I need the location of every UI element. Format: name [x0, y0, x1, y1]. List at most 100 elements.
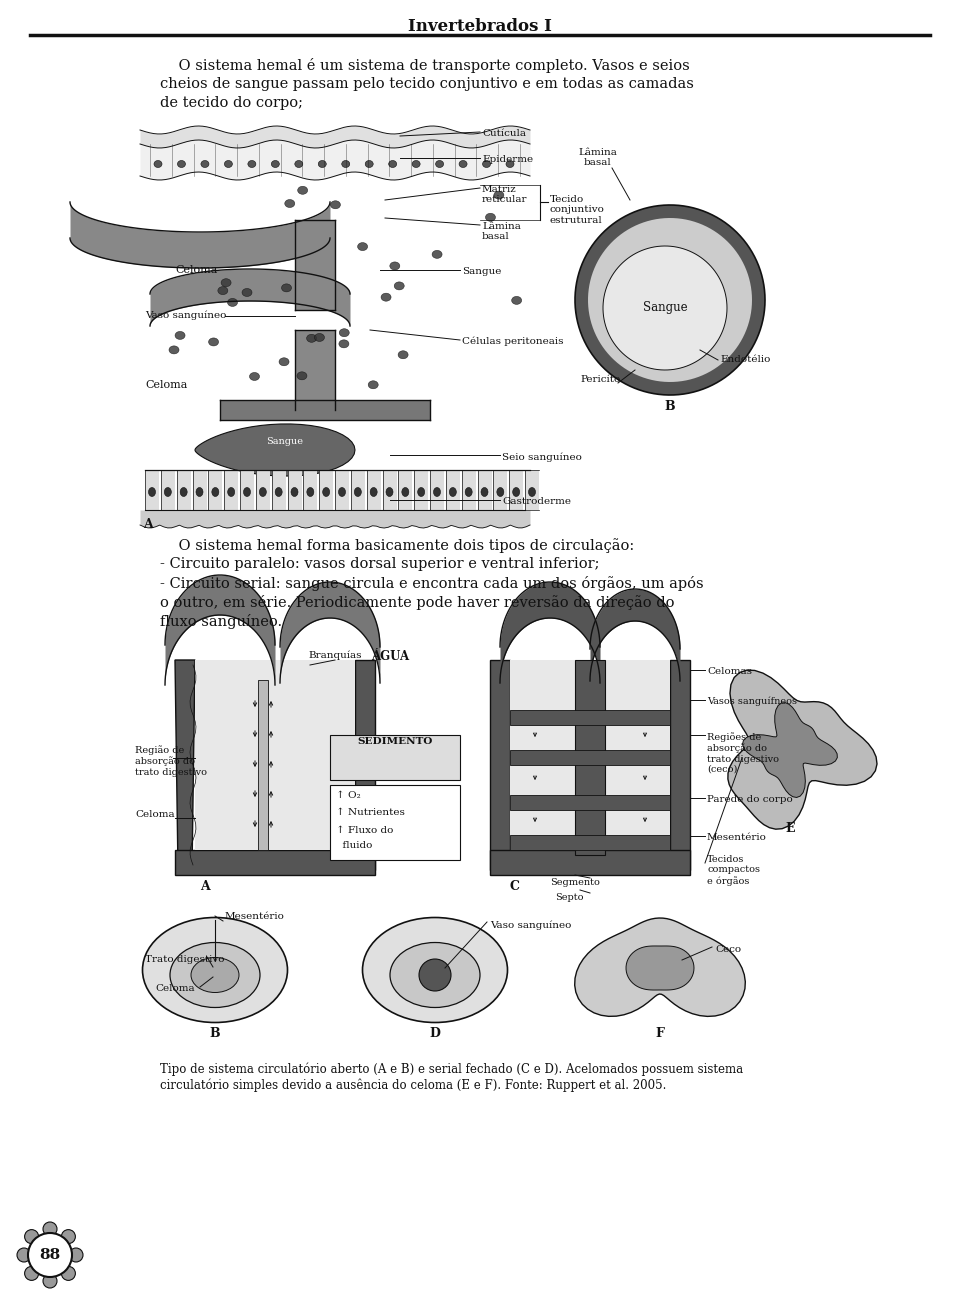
Ellipse shape [228, 298, 237, 307]
Ellipse shape [330, 201, 341, 208]
Ellipse shape [395, 282, 404, 290]
Polygon shape [670, 660, 690, 870]
Circle shape [61, 1267, 76, 1281]
Text: - Circuito paralelo: vasos dorsal superior e ventral inferior;: - Circuito paralelo: vasos dorsal superi… [160, 557, 599, 571]
Text: fluido: fluido [336, 840, 372, 850]
Polygon shape [355, 660, 375, 870]
Ellipse shape [466, 487, 472, 496]
Ellipse shape [419, 960, 451, 991]
Polygon shape [728, 670, 877, 829]
Polygon shape [575, 660, 605, 855]
Ellipse shape [381, 293, 391, 302]
Polygon shape [575, 918, 745, 1017]
Circle shape [43, 1274, 57, 1289]
Text: Gastroderme: Gastroderme [502, 497, 571, 506]
Text: 88: 88 [39, 1248, 60, 1263]
Ellipse shape [354, 487, 361, 496]
Ellipse shape [529, 487, 536, 496]
Text: E: E [785, 822, 795, 835]
Text: Mesentério: Mesentério [225, 912, 285, 921]
Polygon shape [490, 850, 690, 875]
Circle shape [43, 1222, 57, 1235]
Text: circulatório simples devido a ausência do celoma (E e F). Fonte: Ruppert et al. : circulatório simples devido a ausência d… [160, 1079, 666, 1093]
Text: Mesentério: Mesentério [707, 833, 767, 842]
Ellipse shape [365, 161, 373, 167]
Text: Epiderme: Epiderme [482, 155, 533, 164]
Circle shape [25, 1230, 38, 1243]
Text: D: D [429, 1027, 441, 1040]
Polygon shape [575, 205, 765, 395]
Text: Septo: Septo [555, 894, 584, 903]
Text: Tecidos
compactos
e órgãos: Tecidos compactos e órgãos [707, 855, 760, 886]
Ellipse shape [418, 487, 424, 496]
Text: Celoma: Celoma [155, 984, 195, 993]
Ellipse shape [170, 943, 260, 1008]
Ellipse shape [390, 262, 399, 269]
Ellipse shape [191, 957, 239, 992]
Ellipse shape [272, 161, 279, 167]
Ellipse shape [506, 161, 514, 167]
Ellipse shape [149, 487, 156, 496]
Ellipse shape [221, 278, 231, 286]
Text: de tecido do corpo;: de tecido do corpo; [160, 96, 303, 110]
Text: Seio sanguíneo: Seio sanguíneo [502, 452, 582, 461]
Ellipse shape [248, 161, 256, 167]
Ellipse shape [412, 161, 420, 167]
Ellipse shape [357, 242, 368, 251]
Circle shape [28, 1233, 72, 1277]
Ellipse shape [276, 487, 282, 496]
Circle shape [17, 1248, 31, 1263]
Polygon shape [603, 246, 727, 370]
Polygon shape [510, 835, 670, 850]
Text: Matriz
reticular: Matriz reticular [482, 185, 527, 205]
Text: O sistema hemal forma basicamente dois tipos de circulação:: O sistema hemal forma basicamente dois t… [160, 537, 635, 553]
Ellipse shape [390, 943, 480, 1008]
Ellipse shape [493, 192, 504, 199]
Text: F: F [656, 1027, 664, 1040]
Ellipse shape [434, 487, 441, 496]
Text: fluxo sanguíneo.: fluxo sanguíneo. [160, 614, 282, 629]
Text: ↑ O₂: ↑ O₂ [336, 791, 361, 800]
Text: ↑ Fluxo do: ↑ Fluxo do [336, 826, 394, 835]
Ellipse shape [436, 161, 444, 167]
Ellipse shape [175, 332, 185, 339]
Ellipse shape [402, 487, 409, 496]
Ellipse shape [342, 161, 349, 167]
Polygon shape [195, 423, 355, 477]
Ellipse shape [212, 487, 219, 496]
Text: Sangue: Sangue [267, 438, 303, 447]
Ellipse shape [196, 487, 203, 496]
Ellipse shape [228, 487, 234, 496]
Ellipse shape [315, 333, 324, 342]
Text: Celoma: Celoma [175, 265, 217, 275]
Text: ↑ Nutrientes: ↑ Nutrientes [336, 808, 405, 817]
Ellipse shape [339, 339, 348, 348]
Ellipse shape [432, 250, 443, 259]
Text: B: B [664, 400, 675, 413]
Ellipse shape [201, 161, 209, 167]
Polygon shape [510, 795, 670, 809]
Text: Pericíto: Pericíto [580, 376, 620, 385]
Ellipse shape [449, 487, 456, 496]
Text: Lâmina
basal: Lâmina basal [579, 148, 617, 167]
Ellipse shape [298, 186, 307, 194]
Ellipse shape [459, 161, 468, 167]
Polygon shape [175, 660, 195, 870]
Ellipse shape [225, 161, 232, 167]
Circle shape [61, 1230, 76, 1243]
Polygon shape [510, 660, 670, 850]
Circle shape [69, 1248, 83, 1263]
Text: SEDIMENTO: SEDIMENTO [357, 737, 433, 746]
Text: Regiões de
absorção do
trato digestivo
(ceco): Regiões de absorção do trato digestivo (… [707, 732, 779, 774]
Polygon shape [742, 703, 837, 798]
Text: Parede do corpo: Parede do corpo [707, 795, 793, 804]
Ellipse shape [389, 161, 396, 167]
Ellipse shape [371, 487, 377, 496]
Text: Ceco: Ceco [715, 945, 741, 954]
Polygon shape [490, 660, 510, 870]
Text: Vaso sanguíneo: Vaso sanguíneo [490, 919, 571, 930]
Ellipse shape [339, 329, 349, 337]
Ellipse shape [363, 917, 508, 1023]
Ellipse shape [169, 346, 179, 354]
Ellipse shape [279, 357, 289, 365]
